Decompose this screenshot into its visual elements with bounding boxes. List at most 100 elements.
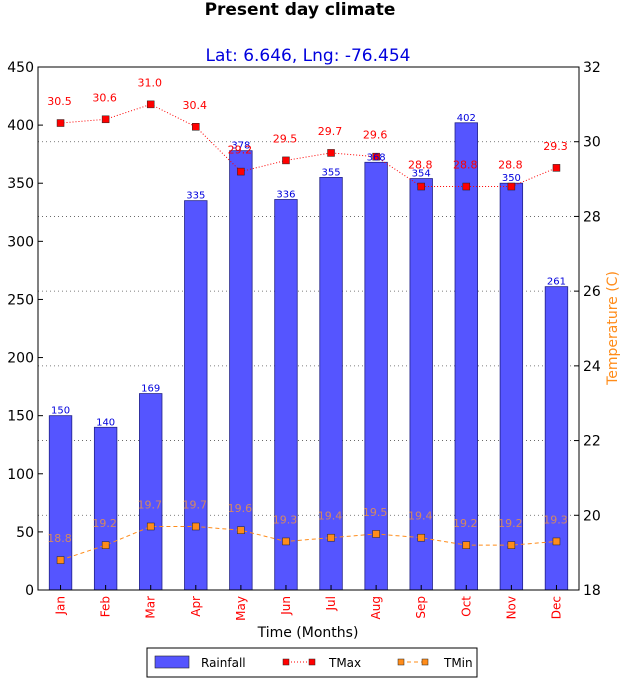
tmin-marker — [507, 541, 516, 549]
y-right-tick-label: 22 — [583, 434, 601, 450]
rainfall-bar-sep — [409, 178, 433, 591]
plot-frame — [37, 66, 580, 591]
rainfall-bar-jul — [319, 177, 343, 591]
x-tick-label-nov: Nov — [504, 596, 518, 619]
tmax-marker — [552, 164, 561, 172]
tmax-value-label: 29.3 — [543, 140, 568, 153]
legend-label-tmax: TMax — [328, 656, 361, 670]
tmax-marker — [56, 119, 65, 127]
tmin-marker — [327, 533, 335, 542]
x-tick-label-jul: Jul — [324, 596, 338, 611]
x-tick-label-oct: Oct — [459, 596, 473, 617]
y-right-tick-label: 28 — [583, 209, 601, 225]
y-left-tick-label: 250 — [7, 292, 34, 308]
tmax-value-label: 31.0 — [137, 76, 162, 89]
x-axis: Jan Feb Mar Apr May Jun Jul Aug Sep Oct Nov Dec — [54, 585, 563, 621]
rainfall-value-label: 350 — [502, 173, 521, 184]
x-tick-label-feb: Feb — [99, 596, 113, 617]
y-left-tick-label: 350 — [7, 176, 34, 192]
tmin-marker — [552, 537, 561, 546]
x-tick-label-jan: Jan — [54, 596, 68, 616]
x-tick-label-sep: Sep — [414, 596, 428, 619]
rainfall-value-label: 335 — [186, 191, 205, 202]
y-right-tick-label: 24 — [583, 359, 601, 375]
tmax-value-label: 29.6 — [363, 129, 388, 142]
y-left-tick-label: 400 — [7, 118, 34, 134]
y-left-tick-label: 300 — [7, 234, 34, 250]
rainfall-bar-feb — [93, 426, 118, 591]
y-right-tick-label: 18 — [583, 583, 601, 599]
tmax-value-label: 29.2 — [228, 144, 253, 157]
tmin-value-label: 19.7 — [137, 498, 162, 511]
data-labels: 150 140 169 335 378 336 355 368 354 402 350 261 18.8… — [47, 76, 567, 545]
y-right-tick-label: 26 — [583, 284, 601, 300]
tmax-line — [60, 103, 557, 188]
rainfall-bar-jun — [274, 199, 298, 591]
legend-marker-tmax — [282, 658, 290, 666]
y-right-tick-label: 30 — [583, 135, 601, 151]
tmax-value-label: 28.8 — [453, 159, 478, 172]
rainfall-value-label: 378 — [231, 141, 250, 152]
tmax-marker — [146, 100, 155, 109]
tmin-value-label: 19.5 — [363, 506, 388, 519]
tmax-marker — [282, 156, 290, 165]
rainfall-value-label: 354 — [412, 169, 431, 180]
temperature-lines — [56, 100, 561, 564]
legend-label-tmin: TMin — [443, 656, 473, 670]
legend-swatch-rainfall — [154, 655, 190, 669]
tmax-marker — [101, 115, 110, 124]
tmin-value-label: 19.2 — [453, 517, 478, 530]
y-left-tick-label: 150 — [7, 409, 34, 425]
y-axis-right: 18 20 22 24 26 28 30 32 — [574, 60, 601, 599]
y-axis-right-label: Temperature (C) — [605, 271, 621, 386]
tmin-marker — [237, 526, 245, 534]
rainfall-value-label: 261 — [547, 277, 566, 288]
tmax-value-label: 28.8 — [408, 159, 433, 172]
tmin-value-label: 19.3 — [543, 513, 568, 526]
tmin-marker — [101, 541, 110, 549]
tmax-value-label: 30.5 — [47, 95, 72, 108]
x-tick-label-jun: Jun — [279, 596, 293, 616]
rainfall-value-label: 169 — [141, 384, 160, 395]
legend-marker-tmax-2 — [308, 658, 316, 666]
y-right-tick-label: 32 — [583, 60, 601, 76]
rainfall-value-label: 368 — [367, 152, 386, 163]
tmin-marker — [282, 537, 290, 546]
x-tick-label-mar: Mar — [144, 596, 158, 619]
x-tick-label-may: May — [234, 596, 248, 621]
x-tick-label-dec: Dec — [549, 596, 563, 619]
tmin-value-label: 19.7 — [183, 498, 208, 511]
tmax-value-label: 29.7 — [318, 125, 343, 138]
y-left-tick-label: 200 — [7, 351, 34, 367]
tmin-marker — [372, 530, 380, 538]
tmax-value-label: 29.5 — [273, 132, 298, 145]
tmax-marker — [417, 182, 425, 191]
tmin-value-label: 19.2 — [92, 517, 117, 530]
y-left-tick-label: 450 — [7, 60, 34, 76]
rainfall-value-label: 355 — [321, 167, 340, 178]
rainfall-bar-aug — [364, 161, 388, 591]
rainfall-value-label: 140 — [96, 417, 115, 428]
tmin-marker — [146, 522, 155, 531]
grid — [38, 141, 579, 516]
chart-title: Present day climate — [205, 0, 396, 20]
legend-label-rainfall: Rainfall — [201, 656, 246, 670]
rainfall-value-label: 150 — [51, 406, 70, 417]
tmax-marker — [462, 182, 471, 191]
tmin-marker — [56, 556, 65, 564]
tmin-value-label: 19.4 — [408, 510, 433, 523]
tmin-marker — [192, 522, 200, 531]
y-left-tick-label: 100 — [7, 467, 34, 483]
x-tick-label-apr: Apr — [189, 596, 203, 617]
chart-subtitle: Lat: 6.646, Lng: -76.454 — [206, 46, 411, 66]
rainfall-bar-mar — [139, 393, 163, 591]
tmax-marker — [372, 152, 380, 161]
legend-marker-tmin — [397, 658, 405, 666]
tmax-marker — [507, 182, 516, 191]
x-tick-label-aug: Aug — [369, 596, 383, 619]
x-axis-label: Time (Months) — [257, 625, 359, 641]
tmax-marker — [192, 123, 200, 131]
rainfall-bars — [48, 122, 569, 591]
tmin-marker — [417, 533, 425, 542]
